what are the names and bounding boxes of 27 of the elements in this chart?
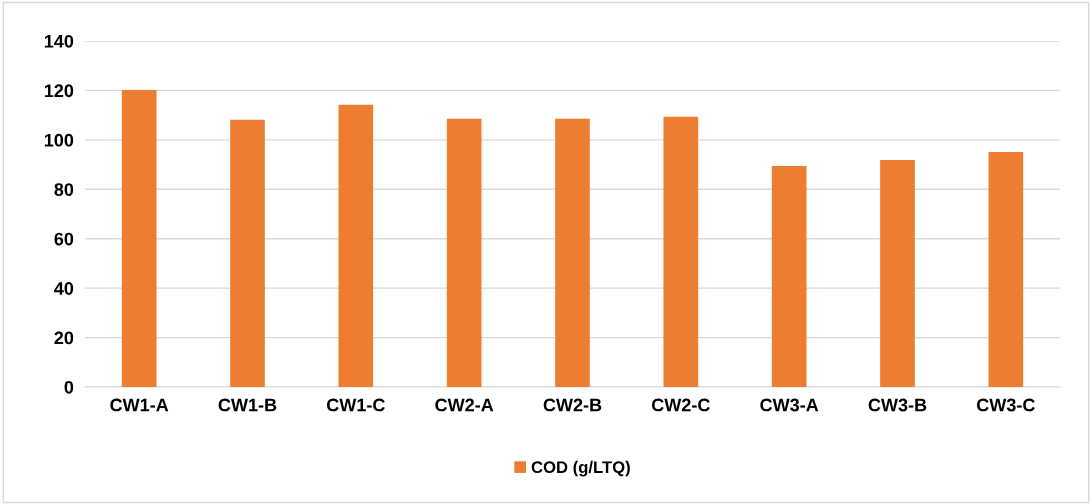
y-tick-label: 0 [64, 380, 74, 394]
bar [446, 118, 482, 387]
x-tick-label: CW1-A [110, 398, 169, 412]
x-tick-label: CW2-C [651, 398, 710, 412]
x-tick-label: CW1-C [326, 398, 385, 412]
bar [230, 119, 265, 387]
bar [663, 116, 699, 387]
y-tick-label: 100 [44, 133, 74, 147]
x-tick-label: CW3-B [868, 398, 927, 412]
y-tick-label: 20 [54, 331, 74, 345]
bar [880, 159, 915, 387]
bar [338, 104, 374, 387]
x-tick-label: CW3-C [976, 398, 1035, 412]
x-tick-label: CW2-B [543, 398, 602, 412]
y-tick-label: 80 [54, 183, 74, 197]
y-tick-label: 140 [44, 34, 74, 48]
y-tick-label: 60 [54, 232, 74, 246]
x-tick-label: CW1-B [218, 398, 277, 412]
bar [555, 118, 590, 387]
y-tick-label: 40 [54, 282, 74, 295]
legend-label: COD (g/LTQ) [531, 460, 630, 477]
x-tick-label: CW3-A [760, 398, 819, 412]
bar [988, 151, 1024, 387]
x-tick-label: CW2-A [435, 398, 494, 412]
bar [771, 166, 807, 387]
y-tick-label: 120 [44, 84, 74, 98]
bar [121, 89, 157, 387]
